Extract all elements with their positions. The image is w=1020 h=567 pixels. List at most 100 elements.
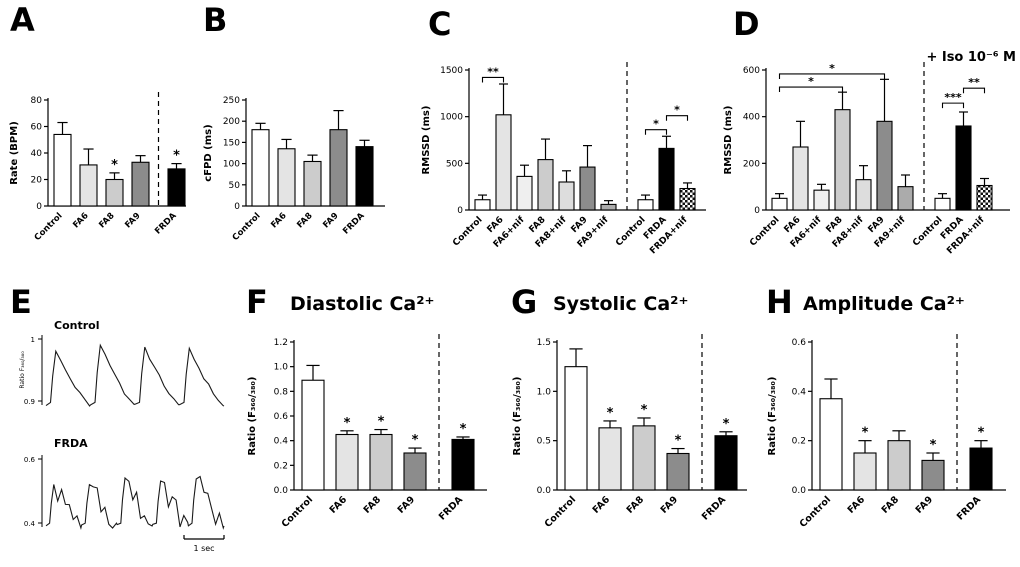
svg-text:400: 400	[743, 113, 760, 123]
svg-text:0.4: 0.4	[274, 437, 289, 447]
systolic-title: Systolic Ca²⁺	[553, 293, 689, 315]
panel-b-letter: B	[203, 1, 228, 39]
svg-text:FA6: FA6	[328, 494, 350, 516]
svg-text:20: 20	[31, 176, 43, 186]
trace-y-axis-label: Ratio F₃₆₀/₃₈₀	[19, 351, 26, 389]
svg-text:FRDA: FRDA	[437, 494, 466, 523]
svg-text:FA6: FA6	[846, 494, 868, 516]
svg-text:FA8: FA8	[97, 211, 116, 230]
svg-text:1500: 1500	[440, 66, 463, 76]
sig-bracket	[778, 86, 844, 93]
svg-text:Control: Control	[33, 211, 65, 243]
svg-text:1.0: 1.0	[274, 363, 289, 373]
time-scalebar	[183, 535, 225, 540]
error-bars	[306, 364, 470, 453]
svg-text:50: 50	[229, 181, 241, 191]
svg-text:FA8: FA8	[362, 494, 384, 516]
svg-text:*: *	[978, 426, 985, 441]
svg-text:FA6: FA6	[591, 494, 613, 516]
calcium-transient-traces: Control 1 0.9 Ratio F₃₆₀/₃₈₀ FRDA 0.6 0.4 1 sec	[19, 319, 225, 553]
svg-text:FA9: FA9	[123, 211, 142, 230]
svg-text:*: *	[460, 422, 467, 437]
frda-trace-label: FRDA	[54, 437, 88, 450]
svg-text:*: *	[723, 417, 730, 432]
svg-text:FA8: FA8	[295, 211, 314, 230]
svg-text:0: 0	[457, 206, 463, 216]
panel-d-letter: D	[733, 5, 760, 43]
y-ticks: 0.0 0.5 1.0 1.5	[537, 338, 557, 496]
svg-text:FRDA: FRDA	[153, 211, 179, 237]
scalebar-label: 1 sec	[193, 544, 214, 553]
svg-text:0.8: 0.8	[274, 387, 289, 397]
frda-trace-axis	[38, 455, 43, 527]
x-category-labels: Control FA6 FA8 FA9 FRDA	[798, 494, 984, 530]
svg-text:1000: 1000	[440, 113, 463, 123]
svg-text:0.4: 0.4	[24, 520, 36, 528]
error-bars	[255, 110, 370, 162]
panel-a-letter: A	[10, 1, 35, 39]
diastolic-title: Diastolic Ca²⁺	[290, 293, 435, 315]
y-axis-label: RMSSD (ms)	[421, 106, 432, 175]
svg-text:0.6: 0.6	[24, 456, 36, 464]
svg-text:0.0: 0.0	[792, 486, 807, 496]
sig-bracket	[778, 73, 886, 79]
svg-text:Control: Control	[911, 215, 944, 248]
svg-text:*: *	[378, 415, 385, 430]
significance-stars: * * * *	[344, 415, 467, 449]
svg-text:*: *	[675, 434, 682, 449]
svg-text:*: *	[862, 426, 869, 441]
svg-text:0.0: 0.0	[274, 486, 289, 496]
bars	[771, 109, 993, 211]
systolic-bar-chart: 0.0 0.5 1.0 1.5 Ratio (F₃₆₀/₃₈₀) * * * * Control F…	[512, 334, 747, 530]
svg-text:0.5: 0.5	[537, 437, 551, 447]
svg-text:600: 600	[743, 66, 760, 76]
x-category-labels: Control FA6 FA8 FA9 FRDA	[231, 211, 367, 243]
svg-text:FA9: FA9	[321, 211, 340, 230]
svg-text:0.6: 0.6	[274, 412, 289, 422]
y-ticks: 0 50 100 150 200 250	[223, 96, 246, 212]
error-bars	[569, 348, 733, 454]
cfpd-bar-chart: 0 50 100 150 200 250 cFPD (ms) Control FA6 FA8 FA9…	[203, 96, 385, 243]
svg-text:250: 250	[223, 96, 240, 106]
frda-calcium-trace	[45, 475, 225, 531]
svg-text:100: 100	[223, 160, 240, 170]
svg-text:*: *	[344, 416, 351, 431]
sig-bracket	[644, 129, 668, 135]
svg-text:FA8: FA8	[880, 494, 902, 516]
svg-text:FA9: FA9	[396, 494, 417, 515]
svg-text:0.2: 0.2	[274, 461, 288, 471]
error-bars	[57, 121, 182, 180]
svg-text:60: 60	[31, 123, 43, 133]
svg-text:*: *	[653, 118, 659, 131]
x-category-labels: Control FA6 FA8 FA9 FRDA	[280, 494, 466, 530]
sig-bracket	[941, 102, 965, 109]
svg-text:200: 200	[223, 117, 240, 127]
y-axis-label: RMSSD (ms)	[723, 106, 734, 175]
amplitude-bar-chart: 0.0 0.2 0.4 0.6 Ratio (F₃₆₀/₃₈₀) * * * Control FA…	[767, 334, 1006, 530]
svg-text:0: 0	[754, 206, 760, 216]
svg-text:Control: Control	[543, 494, 579, 530]
svg-text:*: *	[829, 62, 835, 75]
sig-bracket	[665, 115, 689, 121]
panel-e-letter: E	[10, 283, 32, 321]
svg-text:0.9: 0.9	[24, 398, 35, 406]
sig-bracket	[481, 76, 505, 83]
svg-text:*: *	[641, 403, 648, 418]
bars	[474, 114, 696, 211]
svg-text:Control: Control	[451, 215, 484, 248]
svg-text:1.0: 1.0	[537, 387, 552, 397]
svg-text:FA6: FA6	[71, 211, 90, 230]
error-bars	[775, 78, 989, 199]
svg-text:0: 0	[36, 202, 42, 212]
svg-text:Control: Control	[231, 211, 263, 243]
sig-bracket	[962, 87, 986, 94]
control-calcium-trace	[45, 343, 225, 407]
y-axis-label: Ratio (F₃₆₀/₃₈₀)	[767, 377, 778, 456]
y-ticks: 0.0 0.2 0.4 0.6 0.8 1.0 1.2	[274, 338, 294, 496]
svg-text:*: *	[930, 438, 937, 453]
